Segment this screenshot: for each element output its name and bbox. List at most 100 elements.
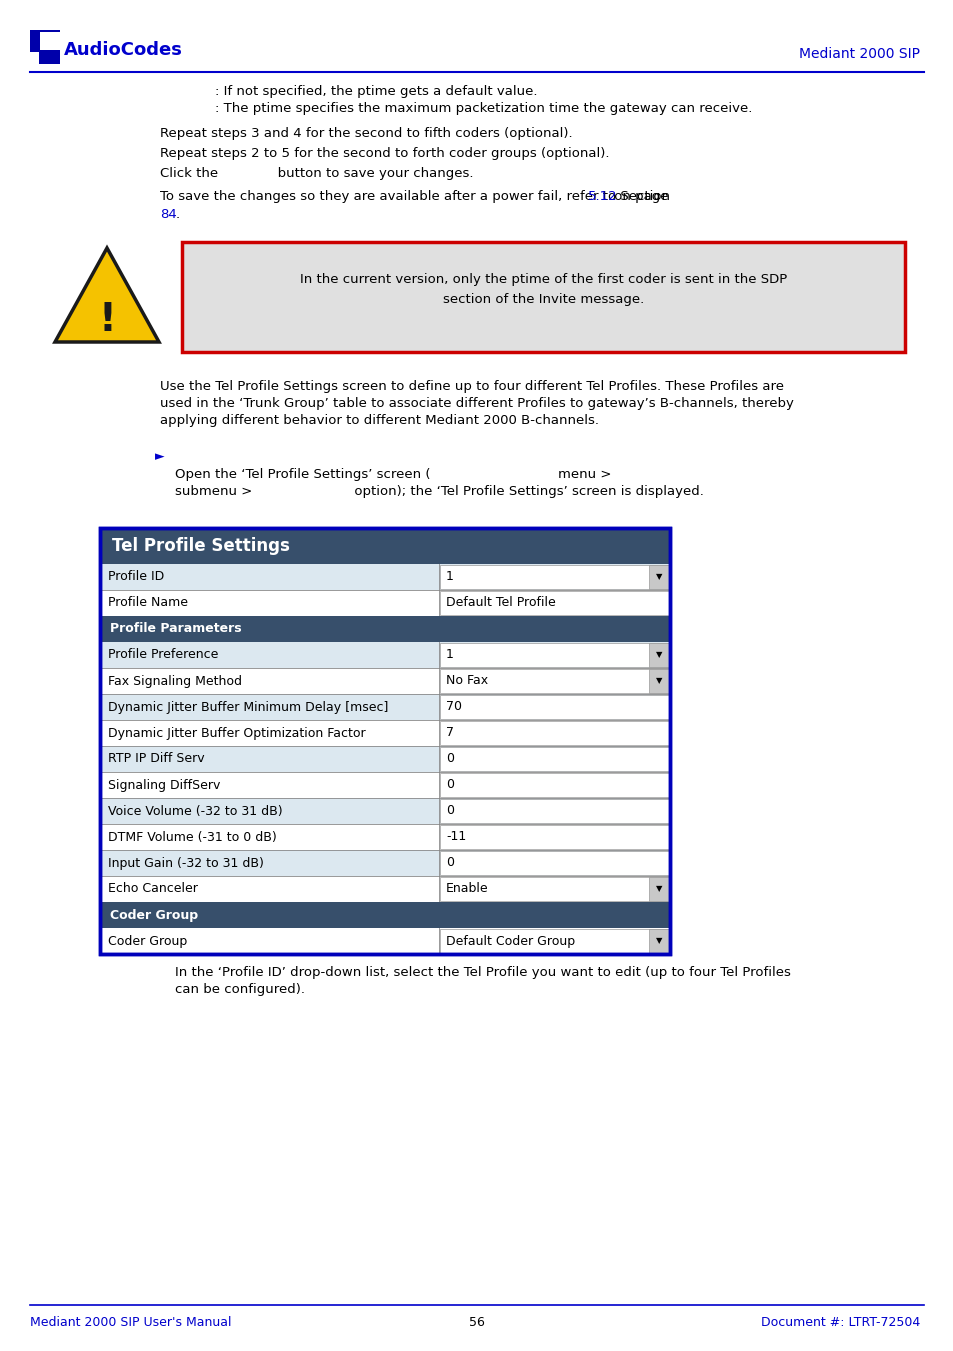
- Bar: [100, 616, 669, 642]
- Bar: [648, 669, 668, 693]
- Text: ▼: ▼: [655, 573, 661, 581]
- Text: Repeat steps 2 to 5 for the second to forth coder groups (optional).: Repeat steps 2 to 5 for the second to fo…: [160, 147, 609, 159]
- Text: 70: 70: [446, 701, 461, 713]
- Bar: [100, 642, 669, 667]
- Bar: [439, 669, 669, 693]
- Text: 0: 0: [446, 778, 454, 792]
- Bar: [439, 851, 669, 875]
- Text: Default Coder Group: Default Coder Group: [446, 935, 575, 947]
- Text: ▼: ▼: [655, 885, 661, 893]
- Text: Document #: LTRT-72504: Document #: LTRT-72504: [760, 1316, 919, 1329]
- Text: Use the Tel Profile Settings screen to define up to four different Tel Profiles.: Use the Tel Profile Settings screen to d…: [160, 380, 783, 393]
- Bar: [100, 590, 669, 616]
- Text: : The ptime specifies the maximum packetization time the gateway can receive.: : The ptime specifies the maximum packet…: [214, 101, 752, 115]
- Text: Dynamic Jitter Buffer Optimization Factor: Dynamic Jitter Buffer Optimization Facto…: [108, 727, 365, 739]
- Bar: [439, 929, 669, 952]
- Text: 0: 0: [446, 857, 454, 870]
- Text: Enable: Enable: [446, 882, 488, 896]
- Text: Dynamic Jitter Buffer Minimum Delay [msec]: Dynamic Jitter Buffer Minimum Delay [mse…: [108, 701, 388, 713]
- Bar: [100, 850, 669, 875]
- Text: applying different behavior to different Mediant 2000 B-channels.: applying different behavior to different…: [160, 413, 598, 427]
- Text: AudioCodes: AudioCodes: [64, 41, 183, 59]
- Bar: [100, 667, 669, 694]
- Text: Coder Group: Coder Group: [110, 908, 198, 921]
- Text: ▼: ▼: [655, 650, 661, 659]
- Text: In the ‘Profile ID’ drop-down list, select the Tel Profile you want to edit (up : In the ‘Profile ID’ drop-down list, sele…: [174, 966, 790, 979]
- Text: 5.12: 5.12: [588, 190, 618, 203]
- Text: 0: 0: [446, 804, 454, 817]
- Text: !: !: [98, 301, 116, 339]
- Text: Echo Canceler: Echo Canceler: [108, 882, 197, 896]
- Bar: [648, 643, 668, 667]
- Bar: [100, 875, 669, 902]
- Text: : If not specified, the ptime gets a default value.: : If not specified, the ptime gets a def…: [214, 85, 537, 99]
- Text: .: .: [175, 208, 180, 222]
- Bar: [30, 51, 39, 63]
- Text: Profile Name: Profile Name: [108, 597, 188, 609]
- Bar: [30, 30, 60, 63]
- Text: Mediant 2000 SIP: Mediant 2000 SIP: [799, 47, 919, 61]
- Bar: [439, 773, 669, 797]
- Bar: [100, 928, 669, 954]
- Text: can be configured).: can be configured).: [174, 984, 305, 996]
- Text: 0: 0: [446, 753, 454, 766]
- Text: Signaling DiffServ: Signaling DiffServ: [108, 778, 220, 792]
- Bar: [439, 721, 669, 744]
- Bar: [100, 694, 669, 720]
- Text: Profile Preference: Profile Preference: [108, 648, 218, 662]
- Bar: [100, 720, 669, 746]
- Bar: [40, 32, 60, 50]
- Bar: [100, 902, 669, 928]
- Bar: [182, 242, 904, 353]
- Text: Open the ‘Tel Profile Settings’ screen (                              menu >: Open the ‘Tel Profile Settings’ screen (…: [174, 467, 611, 481]
- Bar: [439, 643, 669, 667]
- Text: Tel Profile Settings: Tel Profile Settings: [112, 536, 290, 555]
- Bar: [100, 528, 669, 563]
- Bar: [439, 590, 669, 615]
- Text: DTMF Volume (-31 to 0 dB): DTMF Volume (-31 to 0 dB): [108, 831, 276, 843]
- Text: 1: 1: [446, 570, 454, 584]
- Polygon shape: [55, 249, 159, 342]
- Bar: [648, 929, 668, 952]
- Text: Repeat steps 3 and 4 for the second to fifth coders (optional).: Repeat steps 3 and 4 for the second to f…: [160, 127, 572, 141]
- Bar: [100, 798, 669, 824]
- Bar: [439, 565, 669, 589]
- Text: Mediant 2000 SIP User's Manual: Mediant 2000 SIP User's Manual: [30, 1316, 232, 1329]
- Bar: [100, 771, 669, 798]
- Text: ▼: ▼: [655, 936, 661, 946]
- Text: 56: 56: [469, 1316, 484, 1329]
- Bar: [100, 563, 669, 590]
- Text: No Fax: No Fax: [446, 674, 488, 688]
- Text: ▼: ▼: [655, 677, 661, 685]
- Text: Fax Signaling Method: Fax Signaling Method: [108, 674, 242, 688]
- Text: Click the              button to save your changes.: Click the button to save your changes.: [160, 168, 473, 180]
- Bar: [439, 798, 669, 823]
- Text: section of the Invite message.: section of the Invite message.: [442, 293, 643, 305]
- Text: on page: on page: [609, 190, 668, 203]
- Text: -11: -11: [446, 831, 466, 843]
- Text: submenu >                        option); the ‘Tel Profile Settings’ screen is d: submenu > option); the ‘Tel Profile Sett…: [174, 485, 703, 499]
- Bar: [100, 528, 669, 954]
- Text: To save the changes so they are available after a power fail, refer to Section: To save the changes so they are availabl…: [160, 190, 674, 203]
- Text: Input Gain (-32 to 31 dB): Input Gain (-32 to 31 dB): [108, 857, 264, 870]
- Text: used in the ‘Trunk Group’ table to associate different Profiles to gateway’s B-c: used in the ‘Trunk Group’ table to assoc…: [160, 397, 793, 409]
- Text: In the current version, only the ptime of the first coder is sent in the SDP: In the current version, only the ptime o…: [299, 273, 786, 286]
- Bar: [439, 694, 669, 719]
- Bar: [439, 747, 669, 771]
- Bar: [100, 824, 669, 850]
- Text: Profile ID: Profile ID: [108, 570, 164, 584]
- Text: ►: ►: [154, 450, 165, 463]
- Bar: [439, 877, 669, 901]
- Text: Coder Group: Coder Group: [108, 935, 187, 947]
- Bar: [648, 877, 668, 901]
- Text: 7: 7: [446, 727, 454, 739]
- Text: 1: 1: [446, 648, 454, 662]
- Bar: [648, 565, 668, 589]
- Text: RTP IP Diff Serv: RTP IP Diff Serv: [108, 753, 204, 766]
- Text: Profile Parameters: Profile Parameters: [110, 623, 241, 635]
- Bar: [439, 825, 669, 848]
- Text: Voice Volume (-32 to 31 dB): Voice Volume (-32 to 31 dB): [108, 804, 282, 817]
- Bar: [100, 746, 669, 771]
- Text: 84: 84: [160, 208, 176, 222]
- Text: Default Tel Profile: Default Tel Profile: [446, 597, 556, 609]
